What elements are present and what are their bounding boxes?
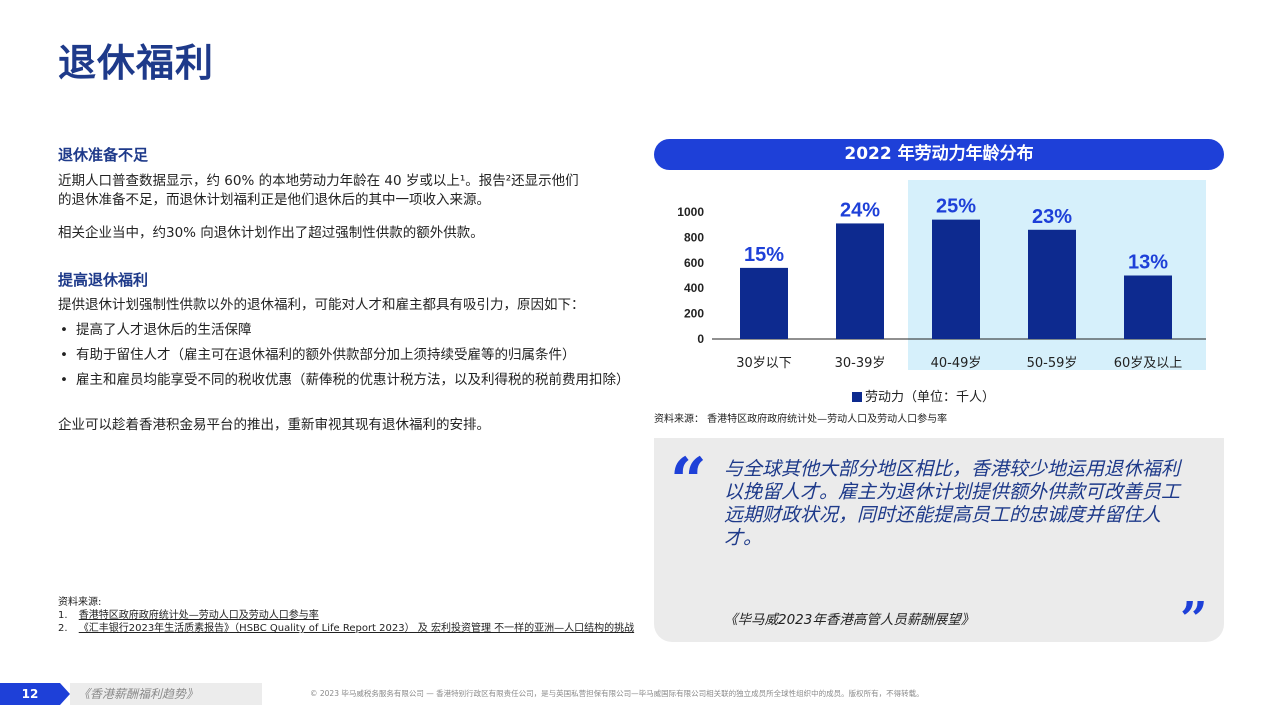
- legend-label: 劳动力（单位：千人）: [865, 390, 996, 405]
- sources-block: 资料来源: 1. 香港特区政府政府统计处—劳动人口及劳动人口参与率 2. 《汇丰…: [58, 596, 634, 635]
- source-item-2: 2. 《汇丰银行2023年生活质素报告》（HSBC Quality of Lif…: [58, 622, 634, 635]
- sources-label: 资料来源:: [58, 597, 102, 608]
- paragraph-census: 近期人口普查数据显示，约 60% 的本地劳动力年龄在 40 岁或以上¹。报告²还…: [58, 172, 633, 210]
- paragraph-closing: 企业可以趁着香港积金易平台的推出，重新审视其现有退休福利的安排。: [58, 417, 490, 433]
- quote-source: 《毕马威2023年香港高管人员薪酬展望》: [724, 612, 975, 628]
- bullet-item: 有助于留住人才（雇主可在退休福利的额外供款部分加上须持续受雇等的归属条件）: [58, 346, 633, 365]
- x-tick-label: 30岁以下: [736, 356, 792, 371]
- data-label: 25%: [936, 196, 976, 218]
- paragraph-census-line2: 的退休准备不足，而退休计划福利正是他们退休后的其中一项收入来源。: [58, 192, 490, 208]
- benefit-bullet-list: 提高了人才退休后的生活保障 有助于留住人才（雇主可在退休福利的额外供款部分加上须…: [58, 321, 633, 396]
- chevron-right-icon: [60, 683, 70, 705]
- close-quote-icon: ”: [1180, 592, 1208, 648]
- publication-title: 《香港薪酬福利趋势》: [70, 683, 262, 705]
- data-label: 13%: [1128, 252, 1168, 274]
- source-number: 1.: [58, 610, 68, 621]
- copyright-notice: © 2023 毕马威税务服务有限公司 — 香港特别行政区有限责任公司，是与英国私…: [310, 689, 924, 698]
- y-tick-label: 0: [697, 332, 704, 346]
- bullet-item: 雇主和雇员均能享受不同的税收优惠（薪俸税的优惠计税方法，以及利得税的税前费用扣除…: [58, 371, 633, 390]
- paragraph-intro: 提供退休计划强制性供款以外的退休福利，可能对人才和雇主都具有吸引力，原因如下：: [58, 297, 585, 313]
- data-label: 23%: [1032, 206, 1072, 228]
- bar: [1028, 229, 1076, 339]
- quote-text: 与全球其他大部分地区相比，香港较少地运用退休福利以挽留人才。雇主为退休计划提供额…: [724, 458, 1181, 549]
- y-tick-label: 1000: [677, 205, 704, 219]
- source-item-1: 1. 香港特区政府政府统计处—劳动人口及劳动人口参与率: [58, 609, 634, 622]
- section-heading-retirement-gap: 退休准备不足: [58, 146, 149, 164]
- source-link-1[interactable]: 香港特区政府政府统计处—劳动人口及劳动人口参与率: [78, 610, 319, 621]
- data-label: 24%: [840, 199, 880, 221]
- chart-source: 资料来源： 香港特区政府政府统计处—劳动人口及劳动人口参与率: [654, 414, 948, 425]
- page-title: 退休福利: [58, 41, 215, 85]
- x-tick-label: 30-39岁: [835, 356, 886, 371]
- y-tick-label: 600: [684, 256, 704, 270]
- paragraph-census-line1: 近期人口普查数据显示，约 60% 的本地劳动力年龄在 40 岁或以上¹。报告²还…: [58, 173, 579, 189]
- y-tick-label: 800: [684, 230, 704, 244]
- y-tick-label: 200: [684, 307, 704, 321]
- bar: [740, 267, 788, 339]
- open-quote-icon: “: [670, 444, 707, 519]
- section-heading-improve-benefits: 提高退休福利: [58, 271, 149, 289]
- x-tick-label: 50-59岁: [1027, 356, 1078, 371]
- chart-title: 2022 年劳动力年龄分布: [654, 139, 1224, 170]
- x-tick-label: 40-49岁: [931, 356, 982, 371]
- bar: [932, 219, 980, 339]
- source-link-2[interactable]: 《汇丰银行2023年生活质素报告》（HSBC Quality of Life R…: [78, 623, 635, 634]
- bar: [1124, 275, 1172, 339]
- quote-box: [654, 438, 1224, 642]
- bar: [836, 223, 884, 339]
- bar-chart: 0 200 400 600 800 1000 15% 30岁以下 24% 30-39岁 25% 40-…: [677, 180, 1206, 371]
- y-tick-label: 400: [684, 281, 704, 295]
- chart-legend: 劳动力（单位：千人）: [852, 386, 995, 405]
- source-number: 2.: [58, 623, 68, 634]
- page-number: 12: [0, 683, 60, 705]
- data-label: 15%: [744, 244, 784, 266]
- x-tick-label: 60岁及以上: [1114, 356, 1183, 371]
- legend-swatch: [852, 392, 862, 402]
- paragraph-extra-contribution: 相关企业当中，约30% 向退休计划作出了超过强制性供款的额外供款。: [58, 225, 484, 241]
- bullet-item: 提高了人才退休后的生活保障: [58, 321, 633, 340]
